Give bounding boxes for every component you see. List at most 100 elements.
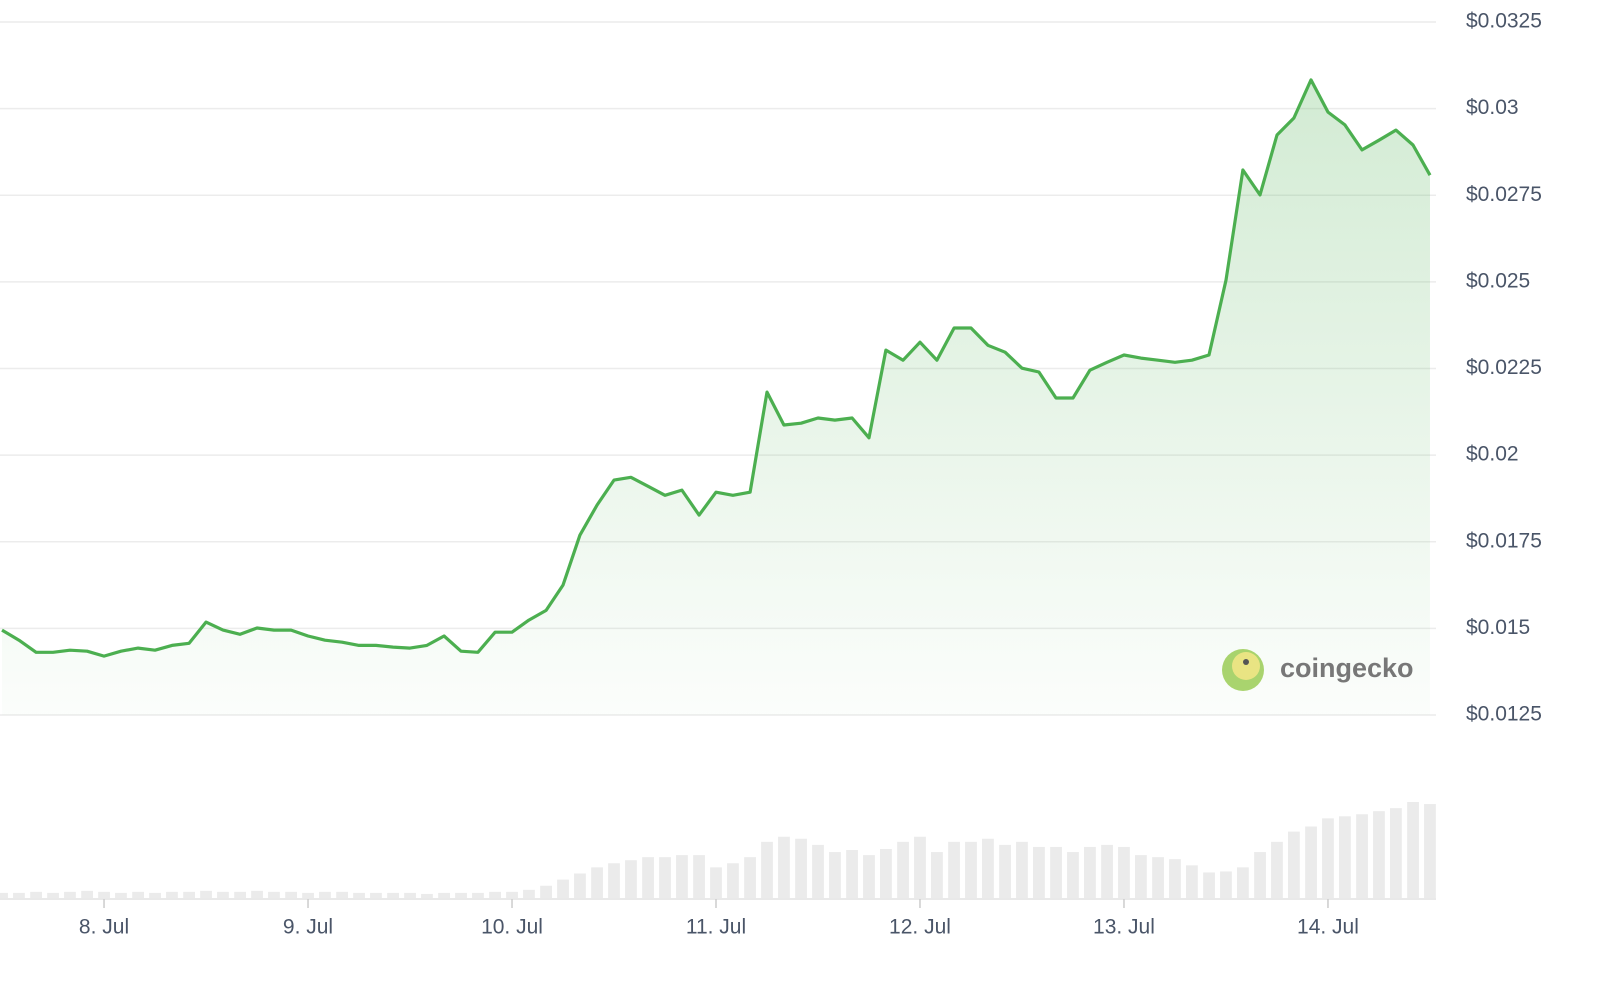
- volume-bar: [1067, 852, 1079, 898]
- volume-bar: [472, 892, 484, 898]
- volume-bar: [336, 891, 348, 898]
- volume-bar: [234, 891, 246, 898]
- volume-bar: [540, 885, 552, 898]
- volume-bar: [370, 892, 382, 898]
- volume-bar: [1305, 826, 1317, 898]
- volume-bar: [98, 891, 110, 898]
- volume-bar: [13, 892, 25, 898]
- volume-bar: [642, 857, 654, 898]
- volume-bar: [948, 841, 960, 898]
- y-tick-label: $0.0275: [1466, 183, 1542, 206]
- volume-bar: [812, 844, 824, 898]
- volume-bar: [863, 855, 875, 898]
- volume-bar: [880, 848, 892, 898]
- volume-bar: [710, 867, 722, 898]
- volume-bar: [268, 891, 280, 898]
- volume-bar: [455, 892, 467, 898]
- x-tick-label: 13. Jul: [1093, 916, 1155, 939]
- volume-bar: [676, 855, 688, 898]
- volume-bar: [693, 855, 705, 898]
- volume-bar: [523, 889, 535, 898]
- volume-bar: [744, 857, 756, 898]
- volume-bar: [353, 892, 365, 898]
- volume-bar: [1424, 804, 1436, 898]
- volume-bar: [64, 891, 76, 898]
- x-tick-label: 14. Jul: [1297, 916, 1359, 939]
- volume-bar: [30, 891, 43, 898]
- x-tick-label: 9. Jul: [283, 916, 333, 939]
- x-tick-label: 8. Jul: [79, 916, 129, 939]
- volume-bar: [1322, 818, 1334, 898]
- volume-bar: [506, 891, 518, 898]
- volume-bar: [1339, 816, 1351, 898]
- volume-bar: [795, 838, 807, 898]
- volume-bar: [421, 893, 433, 898]
- volume-bar: [1135, 855, 1147, 898]
- volume-bar: [625, 860, 637, 898]
- volume-bar: [557, 879, 569, 898]
- volume-bar: [761, 841, 773, 898]
- y-tick-label: $0.0225: [1466, 356, 1542, 379]
- volume-bar: [132, 891, 144, 898]
- volume-bars: [0, 802, 1436, 898]
- price-area: [2, 79, 1430, 715]
- volume-bar: [914, 836, 926, 898]
- y-tick-label: $0.0175: [1466, 529, 1542, 552]
- volume-bar: [659, 857, 671, 898]
- volume-bar: [489, 891, 501, 898]
- volume-bar: [1356, 814, 1368, 898]
- volume-bar: [149, 892, 161, 898]
- volume-bar: [319, 891, 331, 898]
- volume-bar: [302, 892, 314, 898]
- volume-bar: [931, 852, 943, 898]
- volume-bar: [1169, 859, 1181, 898]
- volume-bar: [1186, 865, 1198, 898]
- grid: $0.0125 $0.015 $0.0175 $0.02 $0.0225 $0.025 $0…: [0, 10, 1542, 939]
- volume-bar: [591, 867, 603, 898]
- volume-bar: [1407, 802, 1419, 898]
- watermark-text: coingecko: [1280, 653, 1414, 683]
- volume-bar: [183, 891, 195, 898]
- volume-bar: [200, 890, 212, 898]
- y-tick-label: $0.025: [1466, 269, 1530, 292]
- y-tick-label: $0.0125: [1466, 703, 1542, 726]
- volume-bar: [608, 863, 620, 898]
- volume-bar: [115, 892, 127, 898]
- volume-bar: [1118, 846, 1130, 898]
- volume-bar: [1050, 846, 1062, 898]
- volume-bar: [982, 838, 994, 898]
- volume-bar: [1373, 811, 1385, 898]
- volume-bar: [1220, 871, 1232, 898]
- y-tick-label: $0.0325: [1466, 10, 1542, 33]
- volume-bar: [0, 892, 8, 898]
- volume-bar: [81, 890, 93, 898]
- volume-bar: [1203, 872, 1215, 898]
- volume-bar: [897, 841, 909, 898]
- volume-bar: [438, 892, 450, 898]
- plot: [1, 78, 1432, 715]
- volume-bar: [1016, 841, 1028, 898]
- logo-eye: [1243, 659, 1249, 665]
- volume-bar: [251, 890, 263, 898]
- volume-bar: [1033, 846, 1045, 898]
- volume-bar: [1288, 831, 1300, 898]
- x-tick-label: 10. Jul: [481, 916, 543, 939]
- volume-bar: [1152, 857, 1164, 898]
- y-tick-label: $0.03: [1466, 96, 1519, 119]
- volume-bar: [1389, 808, 1402, 898]
- volume-bar: [1084, 846, 1096, 898]
- volume-bar: [285, 891, 297, 898]
- price-line: [1, 78, 1432, 658]
- volume-bar: [47, 892, 59, 898]
- volume-bar: [965, 841, 977, 898]
- volume-bar: [166, 891, 178, 898]
- logo-icon-inner: [1232, 652, 1260, 680]
- y-tick-label: $0.015: [1466, 616, 1530, 639]
- volume-bar: [387, 892, 399, 898]
- volume-bar: [574, 873, 586, 898]
- volume-bar: [778, 836, 790, 898]
- volume-bar: [727, 863, 739, 898]
- volume-bar: [217, 891, 229, 898]
- x-tick-label: 12. Jul: [889, 916, 951, 939]
- x-tick-label: 11. Jul: [686, 916, 746, 939]
